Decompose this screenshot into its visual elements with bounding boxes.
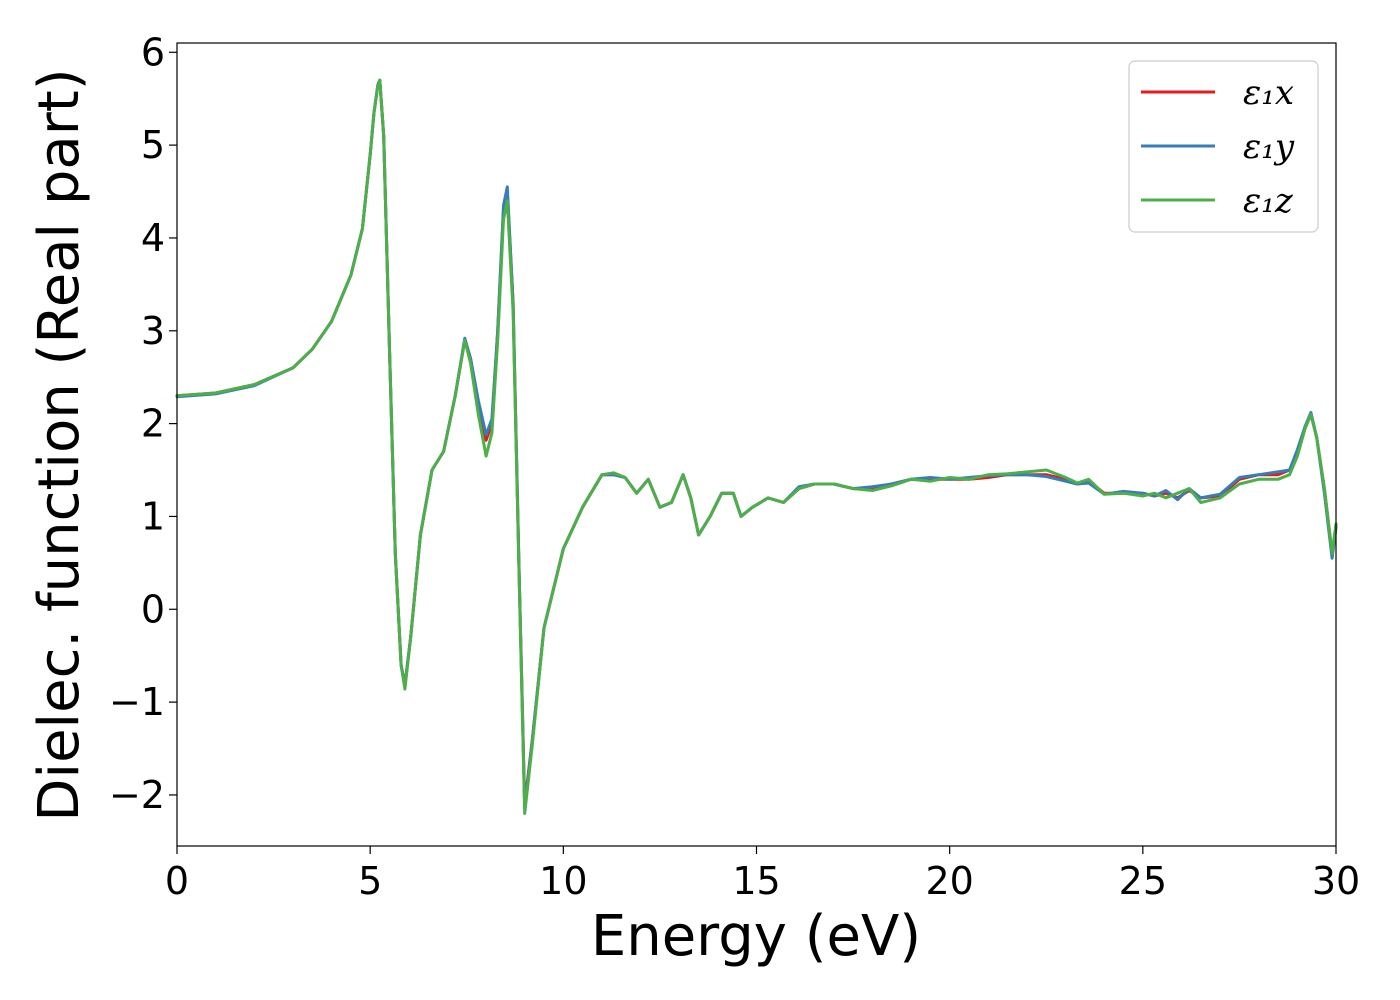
x-tick-label: 20 [925,859,973,903]
legend-box [1128,60,1319,233]
x-axis-label: Energy (eV) [591,904,921,969]
y-tick-label: −2 [109,773,165,817]
x-tick-label: 10 [539,859,587,903]
x-tick-label: 0 [165,859,189,903]
x-tick-label: 5 [358,859,382,903]
x-tick-label: 15 [732,859,780,903]
y-tick-label: −1 [109,680,165,724]
x-axis: 0 5 10 15 20 25 30 [165,846,1360,903]
y-tick-label: 1 [141,494,165,538]
y-tick-label: 0 [141,587,165,631]
series-layer [175,78,1338,815]
legend: ε₁x ε₁y ε₁z [1128,60,1319,233]
y-axis: −2 −1 0 1 2 3 4 5 6 [109,30,177,817]
y-axis-label: Dielec. function (Real part) [27,68,92,821]
x-tick-label: 30 [1312,859,1360,903]
legend-label-2: ε₁z [1243,181,1294,221]
y-tick-label: 6 [141,30,165,74]
y-tick-label: 4 [141,216,165,260]
y-tick-label: 3 [141,309,165,353]
x-tick-label: 25 [1119,859,1167,903]
legend-label-0: ε₁x [1243,73,1294,113]
legend-label-1: ε₁y [1243,127,1295,167]
y-tick-label: 2 [141,402,165,446]
series-line-2 [175,78,1338,815]
y-tick-label: 5 [141,123,165,167]
